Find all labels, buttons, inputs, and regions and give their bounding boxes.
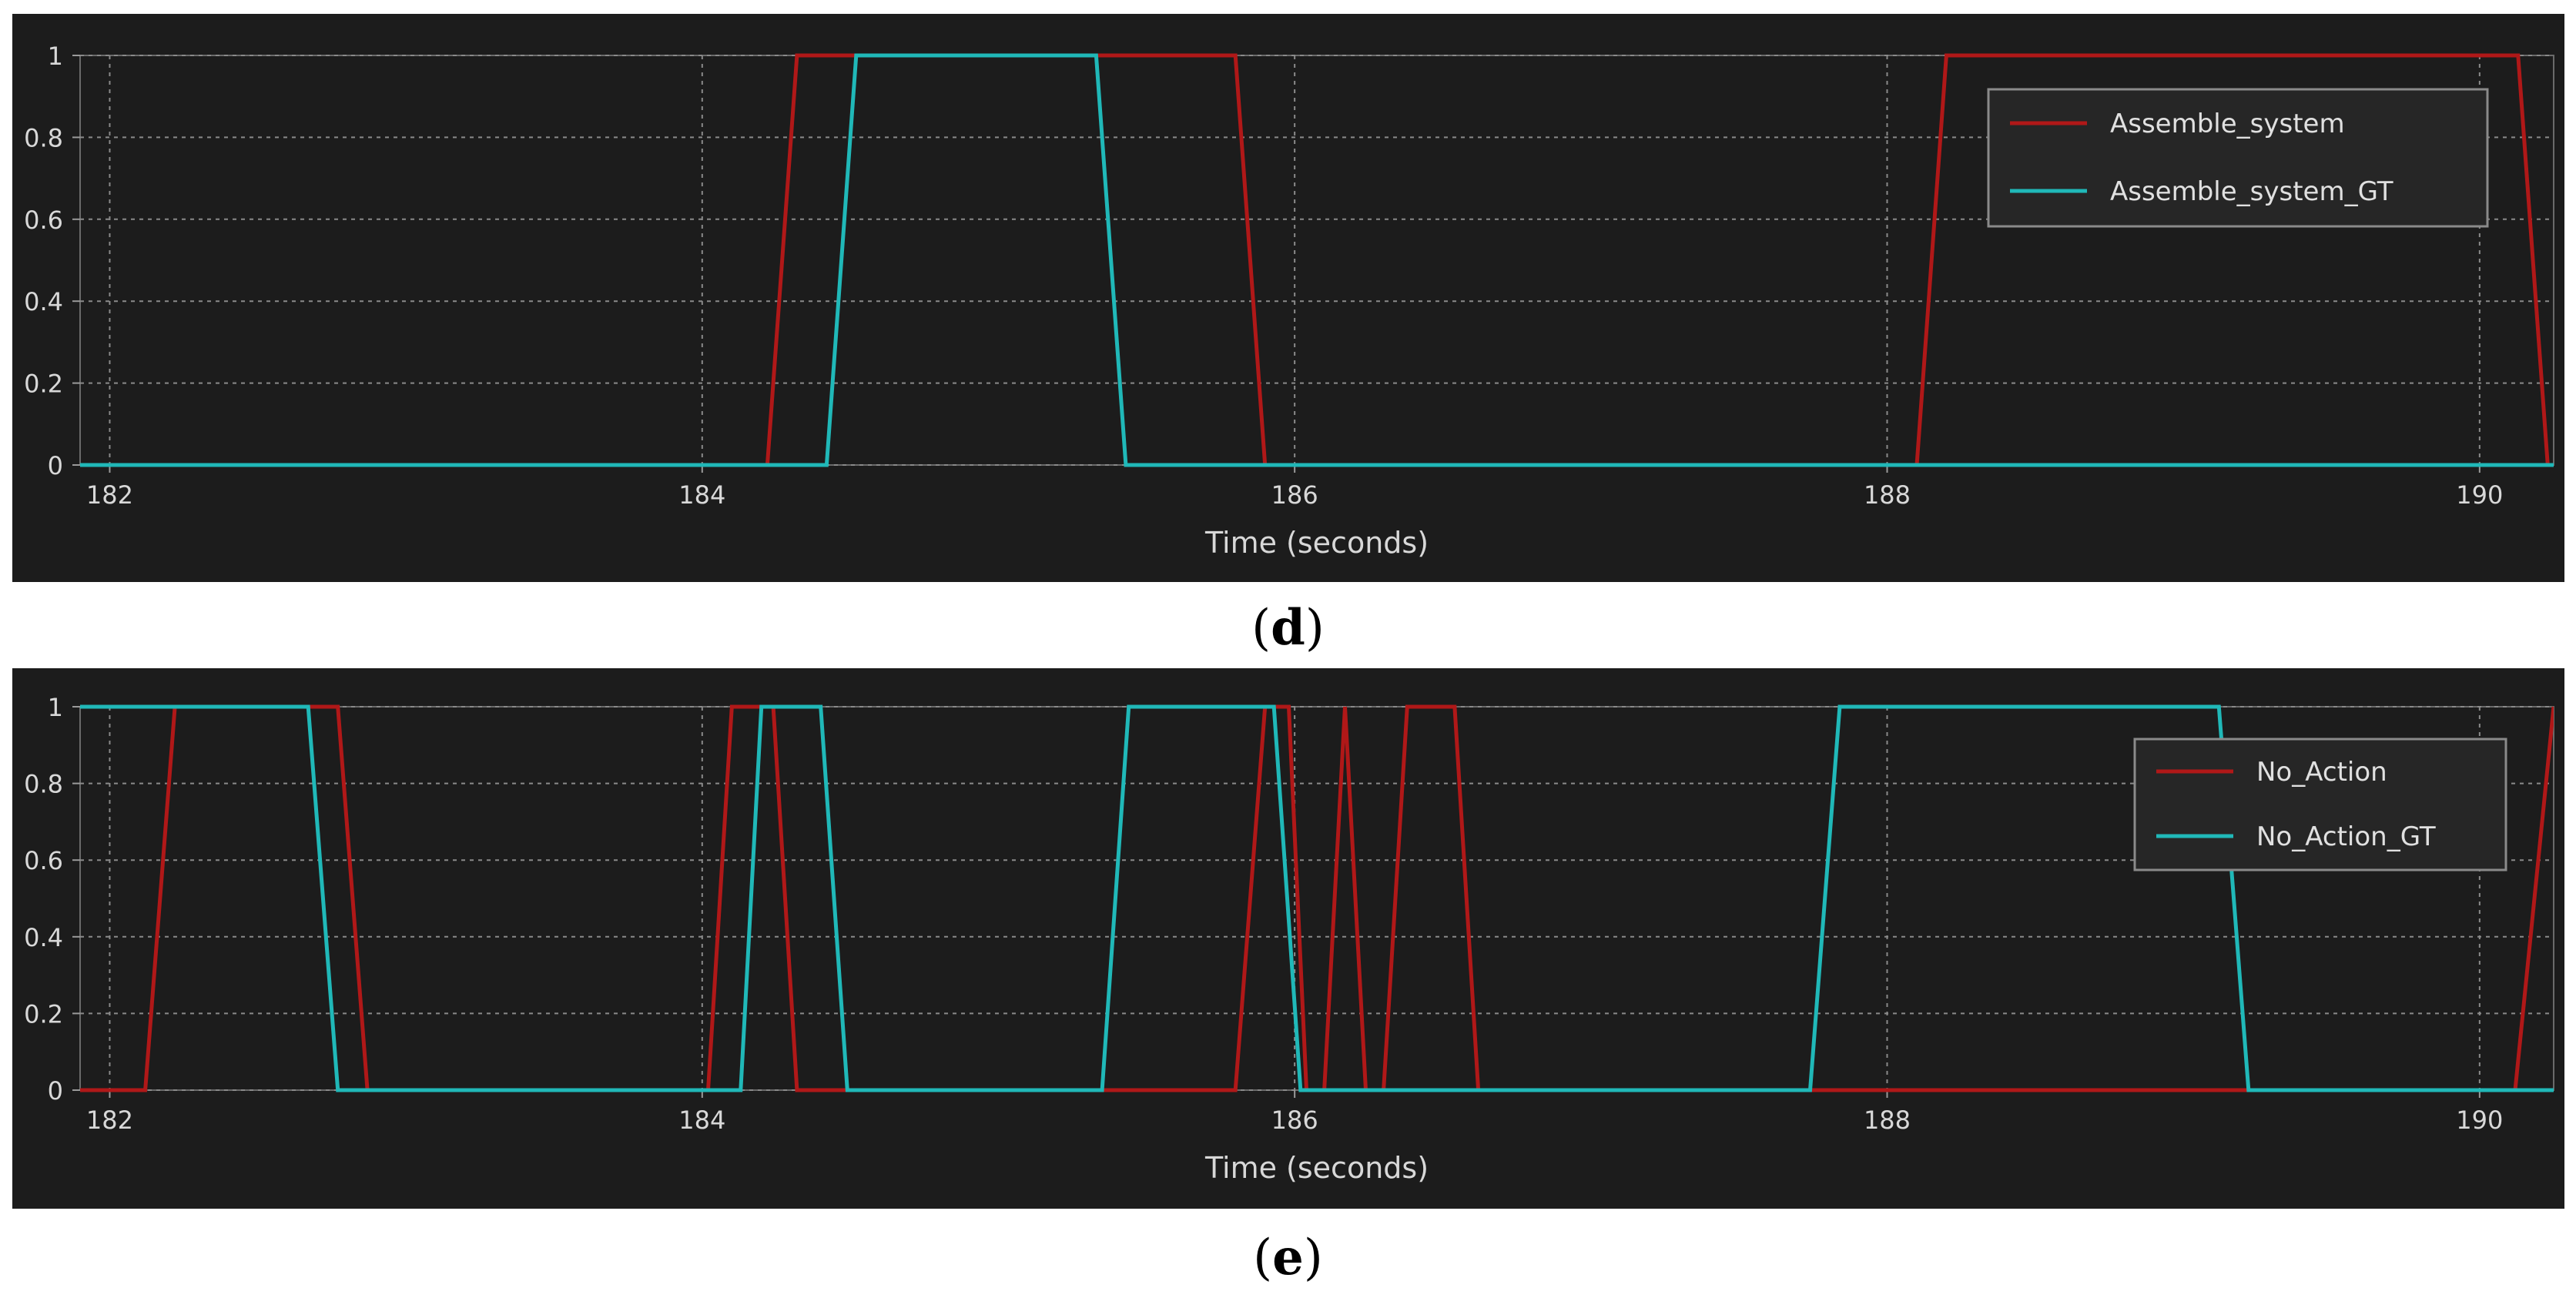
legend-box	[2133, 738, 2507, 871]
x-axis-label: Time (seconds)	[1204, 1151, 1429, 1185]
x-tick-label: 184	[678, 480, 725, 510]
x-tick-label: 184	[678, 1106, 725, 1135]
y-tick-label: 0.4	[24, 923, 63, 952]
caption-e: (e)	[1253, 1229, 1323, 1286]
y-tick-label: 0	[48, 451, 63, 480]
y-tick-label: 0.2	[24, 370, 63, 399]
x-tick-label: 190	[2456, 1106, 2503, 1135]
y-tick-label: 0.6	[24, 206, 63, 235]
x-tick-label: 186	[1271, 480, 1318, 510]
series-line-assemble-system-gt	[80, 53, 2554, 467]
x-tick-label: 188	[1864, 480, 1911, 510]
chart-panel-d: 0 0.2 0.4 0.6 0.8 1 182 184 186 188 190 Time (secon…	[12, 14, 2564, 582]
legend-label: No_Action_GT	[2256, 821, 2436, 852]
y-tick-label: 0.8	[24, 123, 63, 152]
caption-d-letter: d	[1271, 599, 1305, 657]
y-tick-label: 0.4	[24, 287, 63, 316]
x-tick-label: 182	[86, 1106, 133, 1135]
x-tick-label: 182	[86, 480, 133, 510]
series-line-no-action	[80, 704, 2554, 1092]
legend-box	[1987, 88, 2489, 228]
y-tick-label: 0.2	[24, 999, 63, 1029]
y-tick-label: 0.8	[24, 770, 63, 799]
x-tick-label: 190	[2456, 480, 2503, 510]
chart-panel-e: 0 0.2 0.4 0.6 0.8 1 182 184 186 188 190 Time (secon…	[12, 668, 2564, 1209]
y-tick-label: 0.6	[24, 846, 63, 875]
x-tick-label: 186	[1271, 1106, 1318, 1135]
legend-label: Assemble_system	[2110, 109, 2345, 139]
x-tick-label: 188	[1864, 1106, 1911, 1135]
chart-e: 0 0.2 0.4 0.6 0.8 1 182 184 186 188 190 Time (secon…	[24, 693, 2554, 1185]
legend-label: No_Action	[2256, 757, 2387, 788]
legend-label: Assemble_system_GT	[2110, 176, 2393, 207]
series-line-no-action-gt	[80, 704, 2554, 1092]
caption-e-letter: e	[1272, 1229, 1304, 1286]
y-tick-label: 0	[48, 1076, 63, 1106]
x-axis-label: Time (seconds)	[1204, 526, 1429, 560]
caption-d: (d)	[1251, 599, 1325, 657]
y-tick-label: 1	[48, 42, 63, 71]
y-tick-label: 1	[48, 693, 63, 722]
chart-d: 0 0.2 0.4 0.6 0.8 1 182 184 186 188 190 Time (secon…	[24, 42, 2554, 560]
